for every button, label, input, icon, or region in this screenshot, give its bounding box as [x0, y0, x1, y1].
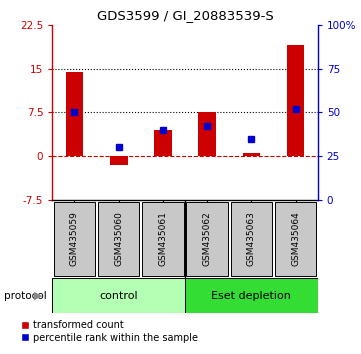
- Text: GSM435064: GSM435064: [291, 212, 300, 266]
- Text: Eset depletion: Eset depletion: [212, 291, 291, 301]
- Bar: [142, 201, 184, 276]
- Bar: [110, 156, 127, 165]
- Text: ▶: ▶: [34, 291, 42, 301]
- Bar: [154, 130, 172, 156]
- Legend: transformed count, percentile rank within the sample: transformed count, percentile rank withi…: [19, 318, 200, 344]
- Bar: [231, 201, 272, 276]
- Bar: [66, 72, 83, 156]
- Text: GSM435060: GSM435060: [114, 211, 123, 267]
- Text: GSM435059: GSM435059: [70, 211, 79, 267]
- Bar: [186, 201, 228, 276]
- Bar: [243, 153, 260, 156]
- Bar: [198, 113, 216, 156]
- Bar: [185, 278, 318, 313]
- Text: control: control: [99, 291, 138, 301]
- Text: GSM435061: GSM435061: [158, 211, 168, 267]
- Bar: [52, 278, 185, 313]
- Text: GSM435063: GSM435063: [247, 211, 256, 267]
- Text: GSM435062: GSM435062: [203, 212, 212, 266]
- Text: protocol: protocol: [4, 291, 46, 301]
- Bar: [98, 201, 139, 276]
- Bar: [54, 201, 95, 276]
- Title: GDS3599 / GI_20883539-S: GDS3599 / GI_20883539-S: [97, 9, 273, 22]
- Bar: [275, 201, 316, 276]
- Bar: [287, 45, 304, 156]
